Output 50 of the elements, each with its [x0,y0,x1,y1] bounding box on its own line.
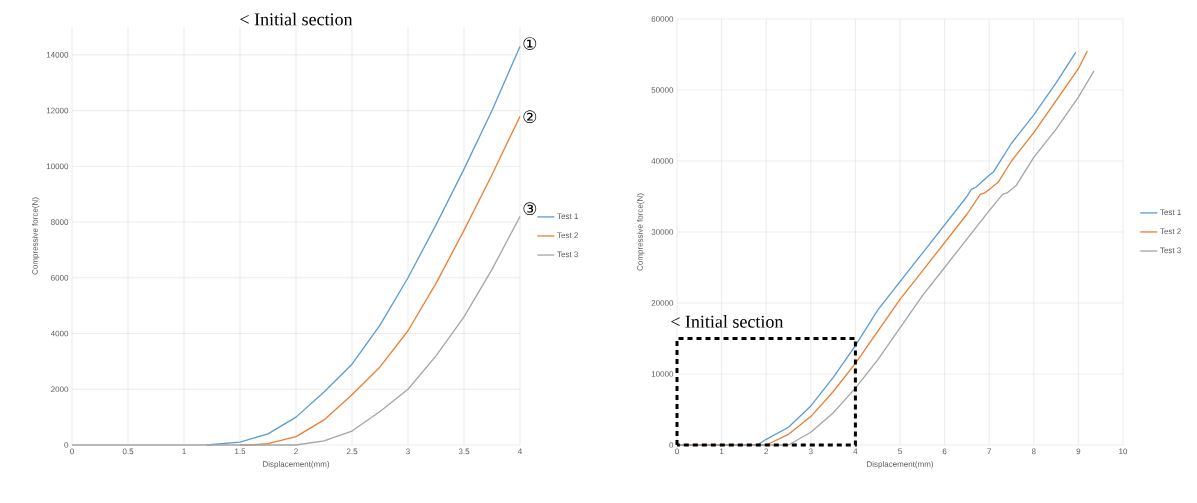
x-tick-label: 9 [1076,448,1081,455]
x-tick-label: 2 [294,448,298,455]
legend-label: Test 1 [1160,209,1181,215]
y-tick-label: 14000 [46,52,69,58]
legend-label: Test 2 [557,232,578,239]
y-tick-label: 50000 [651,87,674,93]
y-tick-label: 40000 [651,158,674,164]
y-tick-label: 20000 [651,300,674,306]
text: ③ [523,202,537,215]
y-tick-label: 60000 [651,16,674,22]
x-tick-label: 4 [517,448,522,455]
annotation: < Initial section [671,315,784,328]
legend-label: Test 2 [1160,228,1181,235]
x-tick-label: 3 [808,448,813,455]
y-axis-title: Compressive force(N) [636,193,645,271]
y-tick-label: 0 [64,442,69,448]
text: ② [523,110,537,124]
x-axis-title: Displacement(mm) [867,461,934,469]
x-tick-label: 0 [675,448,679,455]
legend-label: Test 3 [557,251,578,258]
x-tick-label: 1.5 [235,448,246,455]
y-tick-label: 2000 [51,386,69,393]
y-tick-label: 12000 [46,107,69,114]
legend-label: Test 1 [557,213,578,219]
text: ① [523,37,537,50]
y-tick-label: 30000 [651,229,674,235]
x-tick-label: 3 [406,448,410,455]
x-axis-title: Displacement(mm) [263,461,330,469]
y-axis-title: Compressive force(N) [31,197,40,275]
y-tick-label: 0 [669,442,674,448]
x-tick-label: 7 [987,448,992,455]
x-tick-label: 8 [1031,448,1036,455]
x-tick-label: 1 [182,448,186,455]
y-tick-label: 8000 [51,219,69,225]
y-tick-label: 10000 [46,163,69,170]
x-tick-label: 0 [70,448,74,455]
y-tick-label: 10000 [651,371,674,377]
x-tick-label: 6 [942,448,947,455]
chart-title: < Initial section [240,12,353,26]
x-tick-label: 2.5 [346,448,358,455]
x-tick-label: 1 [719,448,724,455]
x-tick-label: 4 [853,448,858,455]
x-tick-label: 10 [1119,448,1128,455]
x-tick-label: 2 [764,448,769,455]
y-tick-label: 6000 [51,274,69,281]
x-tick-label: 5 [898,448,902,455]
x-tick-label: 3.5 [458,448,470,455]
legend-label: Test 3 [1160,247,1181,254]
x-tick-label: 0.5 [122,448,134,455]
y-tick-label: 4000 [50,330,69,337]
